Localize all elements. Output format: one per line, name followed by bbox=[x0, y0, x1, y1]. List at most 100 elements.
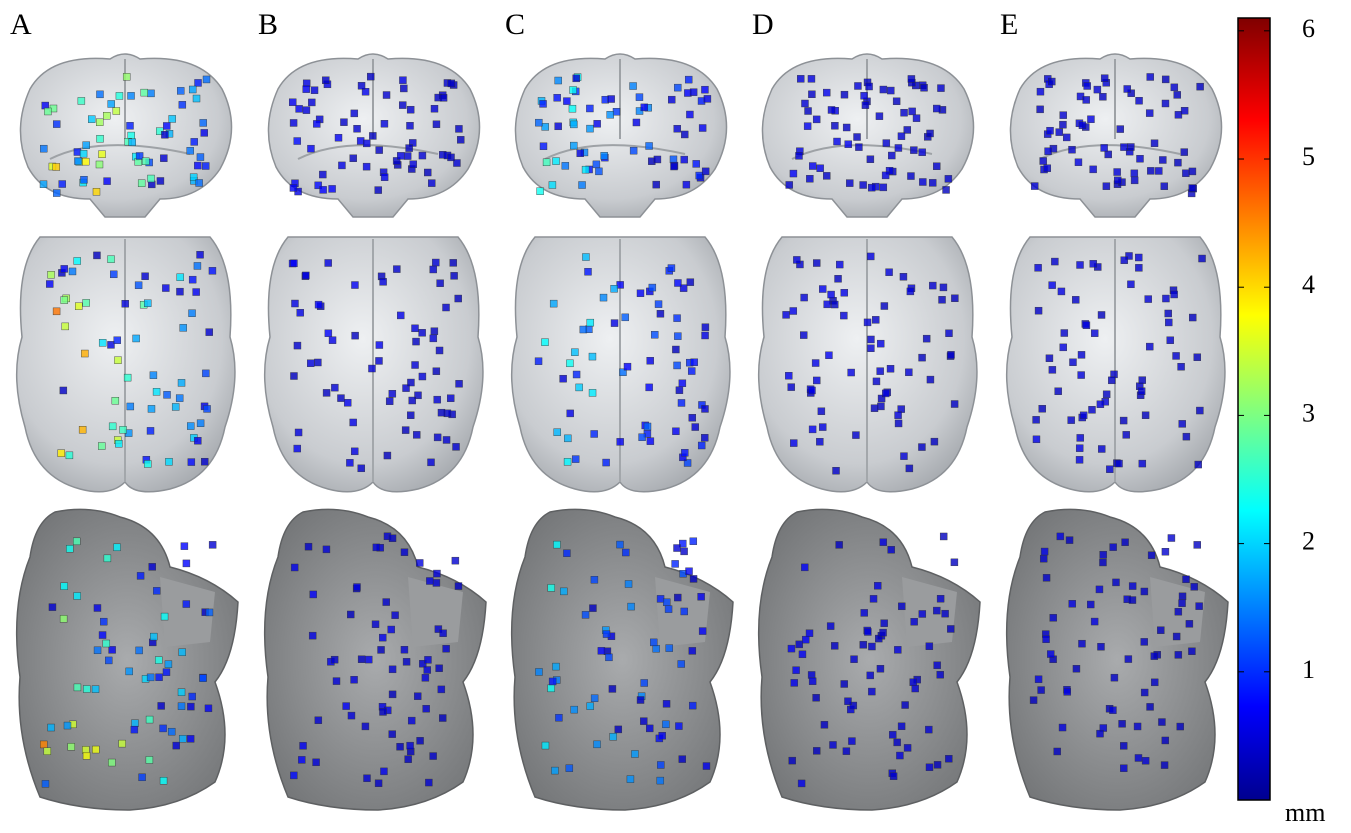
electrode-marker bbox=[674, 84, 681, 91]
electrode-marker bbox=[841, 680, 848, 687]
electrode-marker bbox=[1183, 576, 1190, 583]
electrode-marker bbox=[686, 111, 693, 118]
electrode-marker bbox=[919, 178, 926, 185]
electrode-marker bbox=[1072, 296, 1079, 303]
electrode-marker bbox=[1116, 460, 1123, 467]
electrode-marker bbox=[610, 733, 617, 740]
electrode-marker bbox=[384, 452, 391, 459]
electrode-marker bbox=[570, 87, 577, 94]
electrode-marker bbox=[1064, 688, 1071, 695]
electrode-marker bbox=[864, 628, 871, 635]
electrode-marker bbox=[346, 459, 353, 466]
electrode-marker bbox=[573, 75, 580, 82]
electrode-marker bbox=[438, 409, 445, 416]
electrode-marker bbox=[1136, 155, 1143, 162]
electrode-marker bbox=[303, 107, 310, 114]
electrode-marker bbox=[836, 261, 843, 268]
electrode-marker bbox=[209, 541, 216, 548]
electrode-marker bbox=[563, 550, 570, 557]
electrode-marker bbox=[808, 91, 815, 98]
electrode-marker bbox=[297, 309, 304, 316]
electrode-marker bbox=[1167, 337, 1174, 344]
electrode-marker bbox=[1041, 548, 1048, 555]
electrode-marker bbox=[1147, 703, 1154, 710]
electrode-marker bbox=[674, 333, 681, 340]
electrode-marker bbox=[1161, 762, 1168, 769]
electrode-marker bbox=[1080, 412, 1087, 419]
electrode-marker bbox=[582, 166, 589, 173]
electrode-marker bbox=[440, 94, 447, 101]
electrode-marker bbox=[1078, 372, 1085, 379]
electrode-marker bbox=[1145, 296, 1152, 303]
electrode-marker bbox=[637, 697, 644, 704]
panel: E bbox=[1000, 8, 1228, 810]
electrode-marker bbox=[116, 92, 123, 99]
electrode-marker bbox=[206, 609, 213, 616]
electrode-marker bbox=[1119, 720, 1126, 727]
electrode-marker bbox=[187, 703, 194, 710]
electrode-marker bbox=[407, 742, 414, 749]
electrode-marker bbox=[1077, 261, 1084, 268]
electrode-marker bbox=[877, 403, 884, 410]
electrode-marker bbox=[197, 154, 204, 161]
electrode-marker bbox=[1157, 627, 1164, 634]
electrode-marker bbox=[910, 147, 917, 154]
electrode-marker bbox=[373, 544, 380, 551]
electrode-marker bbox=[951, 401, 958, 408]
electrode-marker bbox=[874, 582, 881, 589]
electrode-marker bbox=[825, 352, 832, 359]
electrode-marker bbox=[1127, 281, 1134, 288]
electrode-marker bbox=[845, 141, 852, 148]
electrode-marker bbox=[363, 163, 370, 170]
electrode-marker bbox=[183, 601, 190, 608]
electrode-marker bbox=[540, 100, 547, 107]
electrode-marker bbox=[380, 768, 387, 775]
electrode-marker bbox=[139, 774, 146, 781]
brain-render bbox=[1007, 509, 1228, 810]
electrode-marker bbox=[74, 158, 81, 165]
electrode-marker bbox=[887, 87, 894, 94]
electrode-marker bbox=[333, 678, 340, 685]
electrode-marker bbox=[424, 656, 431, 663]
electrode-marker bbox=[358, 656, 365, 663]
electrode-marker bbox=[1037, 88, 1044, 95]
electrode-marker bbox=[412, 362, 419, 369]
electrode-marker bbox=[456, 380, 463, 387]
electrode-marker bbox=[407, 379, 414, 386]
electrode-marker bbox=[880, 184, 887, 191]
electrode-marker bbox=[155, 657, 162, 664]
electrode-marker bbox=[647, 357, 654, 364]
electrode-marker bbox=[1088, 406, 1095, 413]
electrode-marker bbox=[867, 253, 874, 260]
electrode-marker bbox=[679, 380, 686, 387]
electrode-marker bbox=[430, 753, 437, 760]
electrode-marker bbox=[876, 113, 883, 120]
electrode-marker bbox=[587, 319, 594, 326]
electrode-marker bbox=[1146, 343, 1153, 350]
electrode-marker bbox=[1099, 559, 1106, 566]
electrode-marker bbox=[189, 86, 196, 93]
electrode-marker bbox=[405, 756, 412, 763]
electrode-marker bbox=[563, 98, 570, 105]
electrode-marker bbox=[157, 177, 164, 184]
electrode-marker bbox=[829, 741, 836, 748]
electrode-marker bbox=[358, 465, 365, 472]
electrode-marker bbox=[437, 280, 444, 287]
electrode-marker bbox=[1100, 551, 1107, 558]
electrode-marker bbox=[789, 757, 796, 764]
electrode-marker bbox=[883, 140, 890, 147]
electrode-marker bbox=[912, 685, 919, 692]
electrode-marker bbox=[1057, 533, 1064, 540]
electrode-marker bbox=[443, 436, 450, 443]
electrode-marker bbox=[1066, 537, 1073, 544]
electrode-marker bbox=[61, 265, 68, 272]
electrode-marker bbox=[351, 282, 358, 289]
electrode-marker bbox=[828, 106, 835, 113]
electrode-marker bbox=[313, 759, 320, 766]
electrode-marker bbox=[1138, 388, 1145, 395]
electrode-marker bbox=[201, 458, 208, 465]
electrode-marker bbox=[128, 92, 135, 99]
electrode-marker bbox=[678, 399, 685, 406]
electrode-marker bbox=[871, 405, 878, 412]
electrode-marker bbox=[389, 390, 396, 397]
